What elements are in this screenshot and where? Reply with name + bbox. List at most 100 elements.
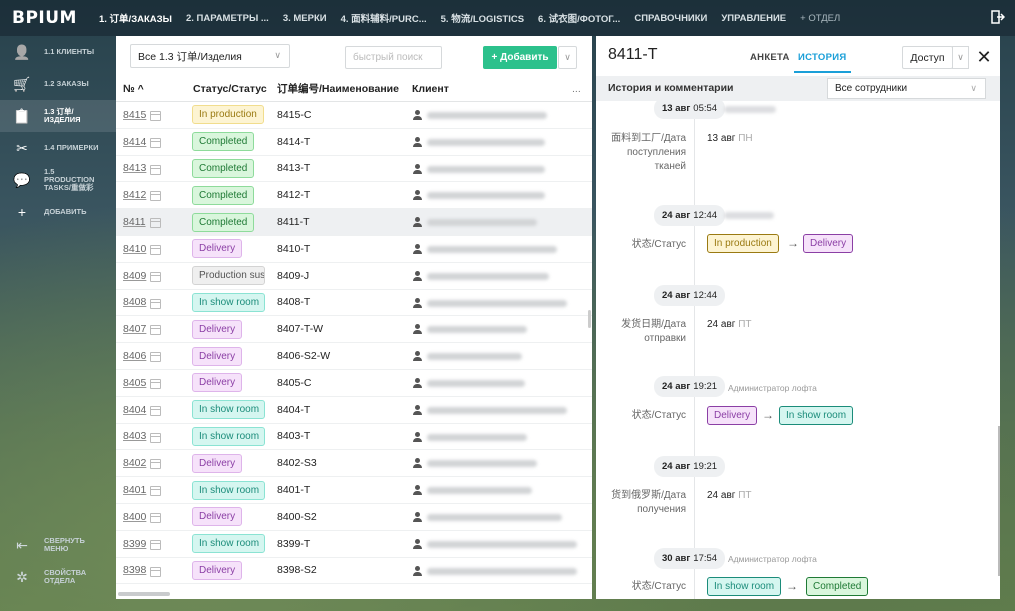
- row-number[interactable]: 8414: [123, 135, 147, 148]
- table-row[interactable]: 8405 Delivery 8405-C: [116, 370, 592, 397]
- field-label: 状态/Статус: [631, 410, 686, 421]
- table-row[interactable]: 8406 Delivery 8406-S2-W: [116, 343, 592, 370]
- table-row[interactable]: 8413 Completed 8413-T: [116, 156, 592, 183]
- tab-history[interactable]: ИСТОРИЯ: [794, 52, 850, 73]
- table-row[interactable]: 8411 Completed 8411-T: [116, 209, 592, 236]
- sidebar-item[interactable]: 📋 1.3 订单/ ИЗДЕЛИЯ: [0, 100, 116, 132]
- row-name: 8412-T: [277, 189, 311, 202]
- row-number[interactable]: 8401: [123, 484, 147, 497]
- access-chevron-icon[interactable]: ∨: [952, 46, 969, 69]
- view-select[interactable]: Все 1.3 订单/Изделия ∨: [130, 44, 290, 68]
- top-nav-item[interactable]: 2. ПАРАМЕТРЫ ...: [185, 12, 269, 24]
- sidebar-item[interactable]: 💬 1.5 PRODUCTION TASKS/重做彩: [0, 164, 116, 196]
- app-logo[interactable]: BPIUM: [12, 8, 77, 28]
- sidebar-item-label: 1.5 PRODUCTION TASKS/重做彩: [44, 167, 95, 192]
- top-bar: BPIUM 1. 订单/ЗАКАЗЫ 2. ПАРАМЕТРЫ ... 3. МЕР…: [0, 0, 1015, 36]
- client-name-blurred: [427, 353, 522, 361]
- arrow-right-icon: →: [787, 236, 799, 250]
- field-label: 货到俄罗斯/Дата получения: [611, 490, 686, 515]
- row-number[interactable]: 8407: [123, 323, 147, 336]
- top-nav-item[interactable]: СПРАВОЧНИКИ: [634, 12, 708, 24]
- header-client[interactable]: Клиент: [412, 82, 449, 95]
- row-number[interactable]: 8402: [123, 457, 147, 470]
- horizontal-scrollbar[interactable]: [118, 592, 170, 596]
- history-title: История и комментарии: [608, 82, 734, 94]
- table-row[interactable]: 8409 Production susp 8409-J: [116, 263, 592, 290]
- add-record-button[interactable]: + Добавить: [483, 46, 557, 69]
- value-weekday: ПТ: [738, 490, 752, 501]
- top-nav-item[interactable]: 4. 面料辅料/PURC...: [340, 14, 427, 25]
- field-label: 状态/Статус: [631, 581, 686, 592]
- header-status[interactable]: Статус/Статус: [193, 82, 267, 95]
- top-nav-item[interactable]: + ОТДЕЛ: [800, 12, 841, 24]
- table-row[interactable]: 8400 Delivery 8400-S2: [116, 504, 592, 531]
- table-row[interactable]: 8410 Delivery 8410-T: [116, 236, 592, 263]
- status-badge: Completed: [192, 212, 255, 232]
- panel-resize-handle[interactable]: [588, 310, 591, 328]
- row-number[interactable]: 8404: [123, 403, 147, 416]
- header-number[interactable]: № ^: [123, 82, 144, 95]
- status-badge: Completed: [192, 132, 255, 152]
- row-number[interactable]: 8410: [123, 242, 147, 255]
- row-number[interactable]: 8399: [123, 537, 147, 550]
- row-number[interactable]: 8413: [123, 162, 147, 175]
- top-nav-item[interactable]: 6. 试衣图/ФОТОГ...: [538, 14, 621, 25]
- table-row[interactable]: 8398 Delivery 8398-S2: [116, 558, 592, 585]
- header-name[interactable]: 订单编号/Наименование: [277, 83, 399, 95]
- row-number[interactable]: 8415: [123, 108, 147, 121]
- sidebar-item[interactable]: + ДОБАВИТЬ: [0, 196, 116, 228]
- department-settings-button[interactable]: ✲ СВОЙСТВА ОТДЕЛА: [0, 561, 116, 593]
- row-number[interactable]: 8411: [123, 216, 146, 229]
- field-value: 24 авг ПТ: [707, 319, 752, 330]
- collapse-menu-button[interactable]: ⇤ СВЕРНУТЬ МЕНЮ: [0, 529, 116, 561]
- logout-icon[interactable]: [991, 10, 1005, 24]
- quick-search-input[interactable]: быстрый поиск: [345, 46, 442, 69]
- table-row[interactable]: 8401 In show room 8401-T: [116, 477, 592, 504]
- table-row[interactable]: 8399 In show room 8399-T: [116, 531, 592, 558]
- table-row[interactable]: 8415 In production 8415-C: [116, 102, 592, 129]
- row-number[interactable]: 8408: [123, 296, 147, 309]
- tab-questionnaire[interactable]: АНКЕТА: [750, 52, 790, 63]
- employee-filter-select[interactable]: Все сотрудники ∨: [827, 78, 986, 99]
- table-row[interactable]: 8412 Completed 8412-T: [116, 182, 592, 210]
- blurred-user: [724, 106, 776, 113]
- close-icon[interactable]: ✕: [976, 47, 992, 67]
- row-name: 8400-S2: [277, 510, 317, 523]
- table-row[interactable]: 8404 In show room 8404-T: [116, 397, 592, 424]
- table-row[interactable]: 8407 Delivery 8407-T-W: [116, 316, 592, 344]
- table-row[interactable]: 8408 In show room 8408-T: [116, 290, 592, 317]
- top-nav-item[interactable]: 3. МЕРКИ: [282, 12, 327, 24]
- sidebar-item[interactable]: 🛒 1.2 ЗАКАЗЫ: [0, 68, 116, 100]
- row-number[interactable]: 8405: [123, 376, 147, 389]
- calendar-icon: [150, 352, 161, 363]
- top-nav-item[interactable]: УПРАВЛЕНИЕ: [721, 12, 787, 24]
- header-more-icon[interactable]: ...: [572, 82, 581, 95]
- status-badge: Delivery: [192, 319, 243, 339]
- top-nav-item[interactable]: 5. 物流/LOGISTICS: [440, 14, 525, 25]
- access-button[interactable]: Доступ: [902, 46, 953, 69]
- table-row[interactable]: 8403 In show room 8403-T: [116, 424, 592, 451]
- sidebar-item[interactable]: ✂ 1.4 ПРИМЕРКИ: [0, 132, 116, 164]
- row-number[interactable]: 8412: [123, 189, 147, 202]
- table-row[interactable]: 8402 Delivery 8402-S3: [116, 450, 592, 478]
- row-number[interactable]: 8403: [123, 430, 147, 443]
- row-number[interactable]: 8406: [123, 350, 147, 363]
- status-badge: Delivery: [192, 453, 243, 473]
- records-panel: Все 1.3 订单/Изделия ∨ быстрый поиск + Доб…: [116, 36, 592, 599]
- calendar-icon: [150, 512, 161, 523]
- row-number[interactable]: 8409: [123, 269, 147, 282]
- top-nav-item[interactable]: 1. 订单/ЗАКАЗЫ: [99, 14, 172, 25]
- row-number[interactable]: 8400: [123, 510, 147, 523]
- person-icon: [413, 136, 422, 148]
- vertical-scrollbar[interactable]: [998, 426, 1000, 576]
- calendar-icon: [150, 432, 161, 443]
- calendar-icon: [150, 164, 161, 175]
- person-icon: [413, 351, 422, 362]
- row-number[interactable]: 8398: [123, 564, 147, 577]
- add-options-chevron-icon[interactable]: ∨: [558, 46, 577, 69]
- table-row[interactable]: 8414 Completed 8414-T: [116, 129, 592, 156]
- person-icon: [413, 538, 422, 550]
- sidebar-item[interactable]: 👤 1.1 КЛИЕНТЫ: [0, 36, 116, 68]
- history-timestamp: 24 авг 12:44: [654, 285, 726, 306]
- person-icon: [413, 485, 422, 496]
